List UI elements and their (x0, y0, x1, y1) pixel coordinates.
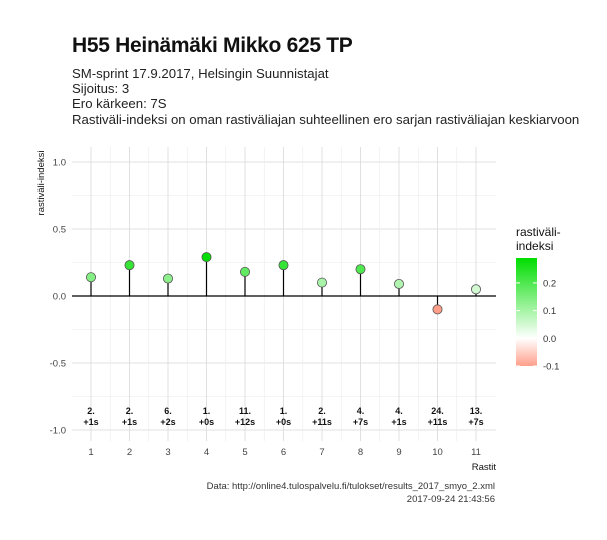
x-tick-label: 9 (396, 447, 401, 458)
time-diff-label: +7s (353, 417, 368, 427)
legend-colorbar (516, 258, 537, 366)
x-tick-label: 7 (319, 447, 324, 458)
y-tick-label: -1.0 (50, 426, 66, 437)
time-diff-label: +7s (468, 417, 483, 427)
x-tick-label: 5 (242, 447, 247, 458)
data-point (432, 304, 443, 315)
legend-tick-label: 0.2 (543, 278, 556, 289)
x-tick-label: 1 (88, 447, 93, 458)
y-tick-label: 0.5 (53, 225, 66, 236)
chart-subtitle-description: Rastiväli-indeksi on oman rastiväliajan … (72, 112, 580, 127)
time-diff-label: +11s (428, 417, 448, 427)
chart-subtitle-placement: Sijoitus: 3 (72, 81, 130, 96)
data-point (86, 272, 97, 283)
data-point (316, 277, 327, 288)
x-tick-label: 10 (432, 447, 443, 458)
data-point (393, 278, 404, 289)
legend-title: indeksi (516, 239, 553, 253)
x-tick-label: 6 (281, 447, 286, 458)
rank-label: 2. (318, 406, 326, 416)
legend-tick-label: 0.0 (543, 334, 556, 345)
x-tick-label: 8 (358, 447, 363, 458)
chart-title: H55 Heinämäki Mikko 625 TP (72, 34, 353, 57)
x-axis-label: Rastit (472, 462, 497, 473)
x-tick-label: 4 (204, 447, 209, 458)
y-tick-label: 1.0 (53, 158, 66, 169)
time-diff-label: +1s (122, 417, 137, 427)
chart-subtitle-event: SM-sprint 17.9.2017, Helsingin Suunnista… (72, 66, 329, 81)
legend-title: rastiväli- (516, 225, 561, 239)
time-diff-label: +1s (83, 417, 98, 427)
rank-label: 11. (239, 406, 251, 416)
chart-subtitle-gap: Ero kärkeen: 7S (72, 96, 167, 111)
legend-tick-label: 0.1 (543, 306, 556, 317)
data-point (124, 260, 135, 271)
y-axis-label: rastiväli-indeksi (36, 151, 47, 216)
data-point (470, 284, 481, 295)
time-diff-label: +0s (276, 417, 291, 427)
data-point (162, 273, 173, 284)
data-point (355, 264, 366, 275)
time-diff-label: +11s (312, 417, 332, 427)
x-tick-label: 2 (127, 447, 132, 458)
y-tick-label: -0.5 (50, 359, 66, 370)
timestamp-caption: 2017-09-24 21:43:56 (406, 494, 495, 505)
x-tick-label: 11 (471, 447, 481, 458)
rank-label: 2. (87, 406, 95, 416)
data-point (278, 260, 289, 271)
time-diff-label: +1s (391, 417, 406, 427)
data-point (239, 266, 250, 277)
y-tick-label: 0.0 (53, 292, 66, 303)
legend-tick-label: -0.1 (543, 362, 559, 373)
time-diff-label: +2s (160, 417, 175, 427)
rank-label: 1. (203, 406, 211, 416)
rank-label: 6. (164, 406, 172, 416)
rank-label: 13. (470, 406, 483, 416)
rank-label: 4. (357, 406, 365, 416)
data-source-caption: Data: http://online4.tulospalvelu.fi/tul… (206, 481, 495, 492)
time-diff-label: +0s (199, 417, 214, 427)
time-diff-label: +12s (235, 417, 255, 427)
rank-label: 2. (126, 406, 134, 416)
rank-label: 24. (431, 406, 444, 416)
x-tick-label: 3 (165, 447, 170, 458)
data-point (201, 252, 212, 263)
rank-label: 1. (280, 406, 288, 416)
rank-label: 4. (395, 406, 403, 416)
